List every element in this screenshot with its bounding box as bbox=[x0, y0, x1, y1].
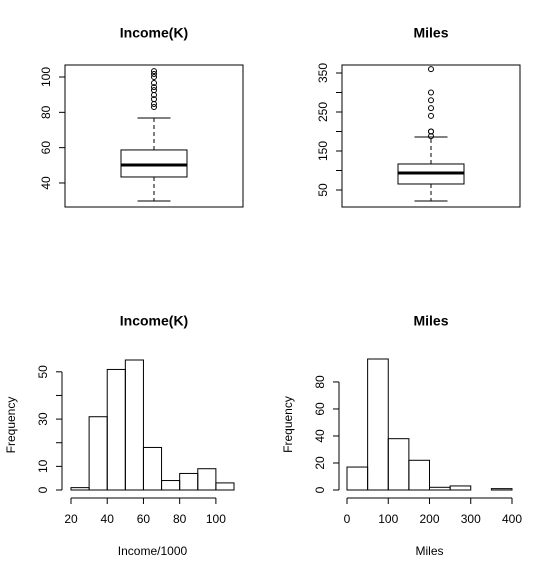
histogram-bar bbox=[215, 482, 235, 491]
histogram-bar bbox=[408, 459, 430, 491]
outlier bbox=[151, 80, 157, 87]
y-tick-label: 150 bbox=[316, 141, 330, 161]
x-tick-label: 100 bbox=[378, 512, 398, 526]
outlier bbox=[428, 97, 434, 104]
y-axis-label: Frequency bbox=[281, 396, 295, 453]
y-tick-label: 60 bbox=[313, 402, 327, 416]
outlier bbox=[151, 68, 157, 75]
x-axis-label: Miles bbox=[415, 544, 443, 558]
histogram-bar bbox=[179, 472, 199, 491]
histogram-bar bbox=[142, 446, 163, 491]
x-tick-label: 0 bbox=[344, 512, 351, 526]
y-tick-label: 80 bbox=[39, 105, 53, 119]
outlier bbox=[428, 89, 434, 96]
outlier bbox=[428, 133, 434, 140]
y-tick-label: 100 bbox=[39, 67, 53, 87]
outlier bbox=[151, 74, 157, 81]
histogram-bar bbox=[429, 486, 451, 491]
histogram-bar bbox=[346, 466, 369, 491]
histogram-bar bbox=[449, 485, 472, 491]
x-tick-label: 80 bbox=[173, 512, 187, 526]
x-tick-label: 300 bbox=[461, 512, 481, 526]
chart-title: Income(K) bbox=[120, 25, 188, 41]
outlier bbox=[151, 101, 157, 108]
y-axis-label: Frequency bbox=[4, 397, 18, 454]
x-tick-label: 20 bbox=[64, 512, 78, 526]
y-tick-label: 30 bbox=[36, 412, 50, 426]
histogram-bar bbox=[387, 438, 410, 491]
outlier bbox=[428, 105, 434, 112]
outlier bbox=[151, 84, 157, 91]
histogram-bar bbox=[70, 487, 90, 491]
outlier bbox=[151, 87, 157, 94]
histogram-bar bbox=[106, 368, 126, 491]
outlier bbox=[151, 92, 157, 99]
box bbox=[120, 149, 188, 178]
y-tick-label: 10 bbox=[36, 459, 50, 473]
y-tick-label: 50 bbox=[36, 365, 50, 379]
histogram-bar bbox=[367, 358, 389, 491]
outlier bbox=[428, 66, 434, 73]
histogram-bar bbox=[124, 359, 144, 491]
histogram-bar bbox=[161, 480, 181, 491]
outlier bbox=[151, 104, 157, 111]
x-tick-label: 40 bbox=[101, 512, 115, 526]
chart-title: Miles bbox=[413, 313, 448, 329]
x-tick-label: 100 bbox=[206, 512, 226, 526]
histogram-bar bbox=[490, 488, 513, 491]
y-tick-label: 250 bbox=[316, 102, 330, 122]
y-tick-label: 0 bbox=[313, 486, 327, 493]
x-tick-label: 200 bbox=[419, 512, 439, 526]
y-tick-label: 350 bbox=[316, 63, 330, 83]
y-tick-label: 20 bbox=[313, 456, 327, 470]
y-tick-label: 40 bbox=[313, 429, 327, 443]
y-tick-label: 40 bbox=[39, 176, 53, 190]
x-axis-label: Income/1000 bbox=[118, 544, 188, 558]
y-tick-label: 50 bbox=[316, 183, 330, 197]
x-tick-label: 60 bbox=[137, 512, 151, 526]
outlier bbox=[151, 71, 157, 78]
y-tick-label: 80 bbox=[313, 375, 327, 389]
chart-title: Miles bbox=[413, 25, 448, 41]
outlier bbox=[428, 112, 434, 119]
histogram-bar bbox=[197, 468, 217, 491]
x-tick-label: 400 bbox=[502, 512, 522, 526]
chart-title: Income(K) bbox=[120, 313, 188, 329]
histogram-bar bbox=[88, 416, 108, 491]
y-tick-label: 60 bbox=[39, 141, 53, 155]
y-tick-label: 0 bbox=[36, 486, 50, 493]
